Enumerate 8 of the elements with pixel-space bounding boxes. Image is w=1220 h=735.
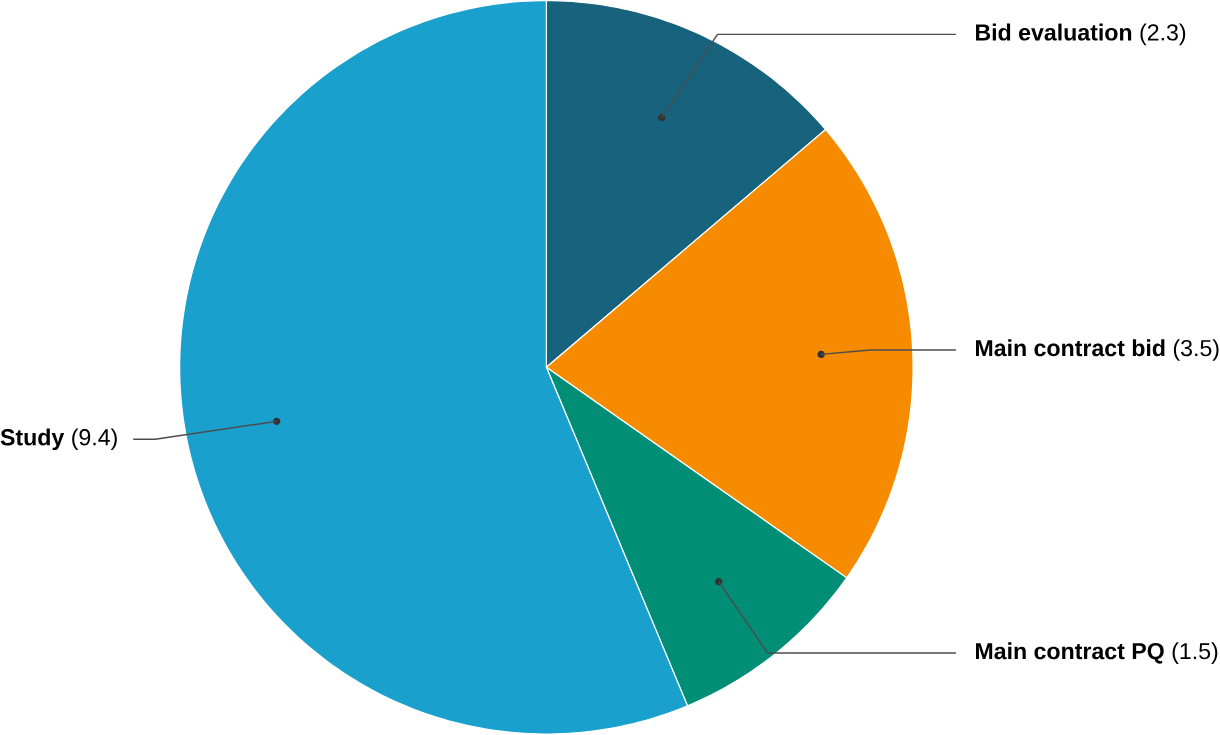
data-label: (1.5) bbox=[1172, 642, 1218, 665]
data-label: (2.3) bbox=[1140, 23, 1186, 46]
slice-label: Main contract bid bbox=[976, 339, 1165, 357]
data-label: (3.5) bbox=[1173, 339, 1219, 362]
data-label: (9.4) bbox=[72, 428, 117, 451]
slice-label: Study bbox=[0, 428, 65, 451]
slice-label: Main contract PQ bbox=[976, 642, 1164, 664]
slice-label: Bid evaluation bbox=[976, 23, 1132, 41]
